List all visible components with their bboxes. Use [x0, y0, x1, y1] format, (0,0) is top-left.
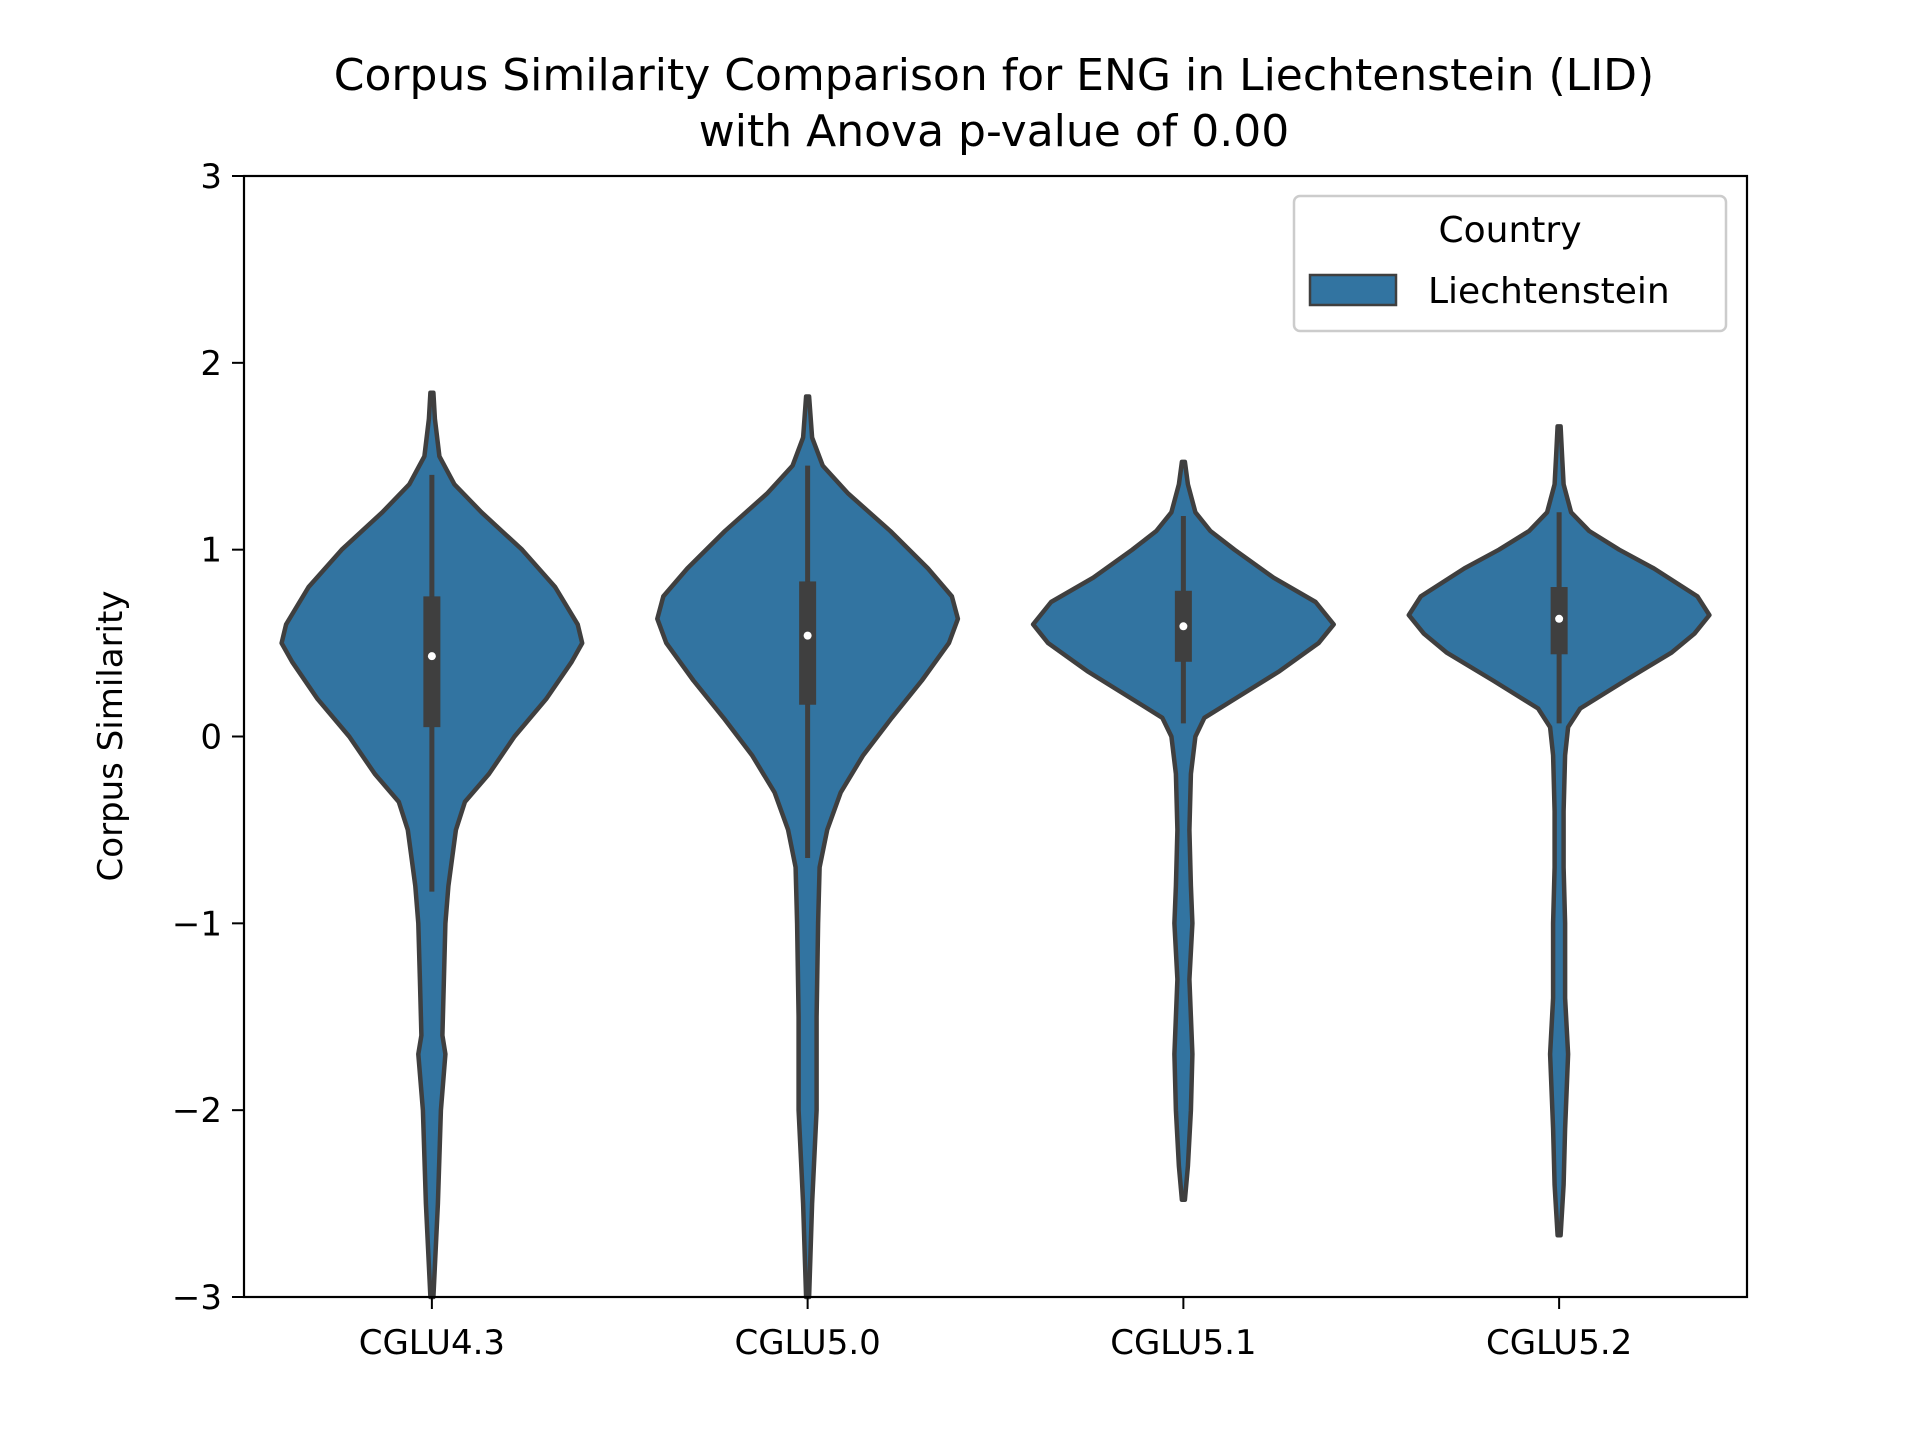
violin-cglu5-2: [1406, 424, 1712, 1238]
violin-iqr-box: [799, 581, 817, 705]
violin-cglu4-3: [279, 390, 585, 1300]
y-tick-label: −2: [172, 1091, 222, 1131]
y-axis: −3 −2 −1 0 1 2 3: [172, 157, 244, 1318]
y-tick-label: 3: [200, 157, 222, 197]
y-tick-label: 2: [200, 344, 222, 384]
y-tick-label: −1: [172, 904, 222, 944]
violin-body: [1030, 459, 1336, 1203]
violin-cglu5-1: [1030, 459, 1336, 1203]
y-tick-label: −3: [172, 1278, 222, 1318]
violin-median-dot: [427, 652, 436, 661]
chart-title-line2: with Anova p-value of 0.00: [699, 106, 1289, 157]
violin-cglu5-0: [655, 394, 961, 1300]
violin-median-dot: [1555, 614, 1564, 623]
y-tick-label: 0: [200, 718, 222, 758]
x-tick-label: CGLU5.1: [1110, 1323, 1256, 1363]
legend-title: Country: [1438, 210, 1581, 251]
violins-layer: [279, 390, 1712, 1300]
plot-area-frame: [242, 174, 1749, 1299]
x-axis: CGLU4.3 CGLU5.0 CGLU5.1 CGLU5.2: [359, 1297, 1632, 1363]
y-axis-label: Corpus Similarity: [91, 591, 131, 882]
legend-swatch: [1308, 273, 1398, 307]
legend-frame: [1292, 194, 1728, 333]
x-tick-label: CGLU4.3: [359, 1323, 505, 1363]
y-tick-label: 1: [200, 531, 222, 571]
legend-entry-liechtenstein: Liechtenstein: [1428, 271, 1670, 312]
violin-median-dot: [803, 631, 812, 640]
x-tick-label: CGLU5.0: [734, 1323, 880, 1363]
legend: Country Liechtenstein: [1292, 194, 1728, 333]
chart-title-line1: Corpus Similarity Comparison for ENG in …: [334, 50, 1654, 101]
x-tick-label: CGLU5.2: [1486, 1323, 1632, 1363]
violin-body: [1406, 424, 1712, 1238]
violin-iqr-box: [423, 596, 441, 728]
violin-median-dot: [1179, 622, 1188, 631]
